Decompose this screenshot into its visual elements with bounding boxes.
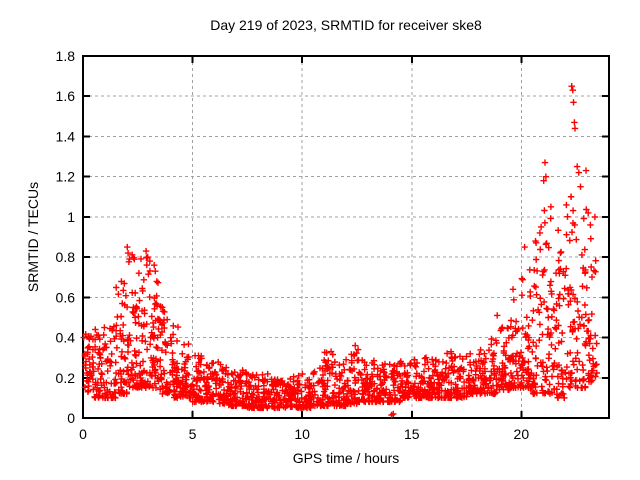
tick-labels: 0 5 10 15 20 0 0.2 0.4 0.6 0.8 1 1.2 1.4 1.6 1.8 [56, 48, 530, 442]
x-tick-label: 20 [514, 426, 530, 442]
grid-lines [83, 56, 609, 418]
y-tick-label: 0.8 [56, 249, 76, 265]
y-tick-label: 0.2 [56, 370, 76, 386]
plot-border [82, 55, 610, 419]
y-tick-label: 1.4 [56, 128, 76, 144]
y-tick-label: 1 [67, 209, 75, 225]
y-tick-label: 0 [67, 410, 75, 426]
y-tick-label: 1.2 [56, 169, 76, 185]
y-tick-label: 0.6 [56, 289, 76, 305]
y-tick-label: 0.4 [56, 330, 76, 346]
scatter-points [80, 83, 600, 419]
x-tick-label: 5 [189, 426, 197, 442]
x-tick-label: 0 [79, 426, 87, 442]
x-axis-label: GPS time / hours [292, 450, 400, 466]
y-tick-label: 1.8 [56, 48, 76, 64]
axis-ticks [82, 55, 609, 419]
x-tick-label: 15 [404, 426, 420, 442]
x-tick-label: 10 [294, 426, 310, 442]
chart-title: Day 219 of 2023, SRMTID for receiver ske… [210, 17, 482, 33]
y-tick-label: 1.6 [56, 88, 76, 104]
